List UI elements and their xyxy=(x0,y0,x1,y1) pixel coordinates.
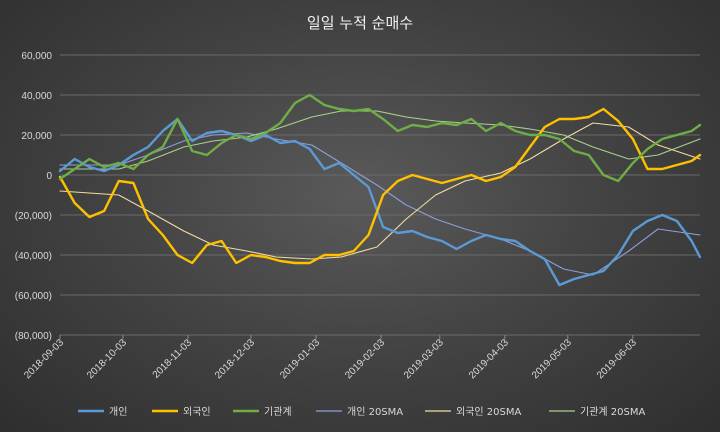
y-tick-label: (60,000) xyxy=(15,291,52,302)
x-tick-label: 2019-02-03 xyxy=(343,337,387,381)
x-tick-label: 2018-12-03 xyxy=(213,337,257,381)
chart-title: 일일 누적 순매수 xyxy=(306,14,414,32)
x-tick-label: 2019-05-03 xyxy=(530,337,574,381)
x-tick-label: 2019-06-03 xyxy=(595,337,639,381)
x-tick-label: 2018-09-03 xyxy=(22,337,66,381)
series-line-1 xyxy=(58,117,702,287)
x-tick-label: 2018-10-03 xyxy=(85,337,129,381)
legend-label: 개인 20SMA xyxy=(347,406,403,418)
y-tick-label: (80,000) xyxy=(15,331,52,342)
y-tick-label: 40,000 xyxy=(21,91,52,102)
x-tick-label: 2019-01-03 xyxy=(278,337,322,381)
y-tick-label: 60,000 xyxy=(21,51,52,62)
x-tick-label: 2018-11-03 xyxy=(151,337,195,381)
y-tick-label: 0 xyxy=(46,171,52,182)
legend-label: 기관계 20SMA xyxy=(580,406,645,418)
series-line-2 xyxy=(58,107,702,265)
y-tick-label: 20,000 xyxy=(21,131,52,142)
legend-label: 개인 xyxy=(109,406,127,418)
legend-label: 외국인 20SMA xyxy=(456,406,521,418)
y-tick-label: (40,000) xyxy=(15,251,52,262)
series-line-3 xyxy=(58,93,702,183)
x-tick-label: 2019-04-03 xyxy=(467,337,511,381)
y-tick-label: (20,000) xyxy=(15,211,52,222)
legend-label: 기관계 xyxy=(264,406,292,418)
legend-label: 외국인 xyxy=(183,406,211,418)
x-tick-label: 2019-03-03 xyxy=(402,337,446,381)
series-line-5 xyxy=(59,122,701,260)
